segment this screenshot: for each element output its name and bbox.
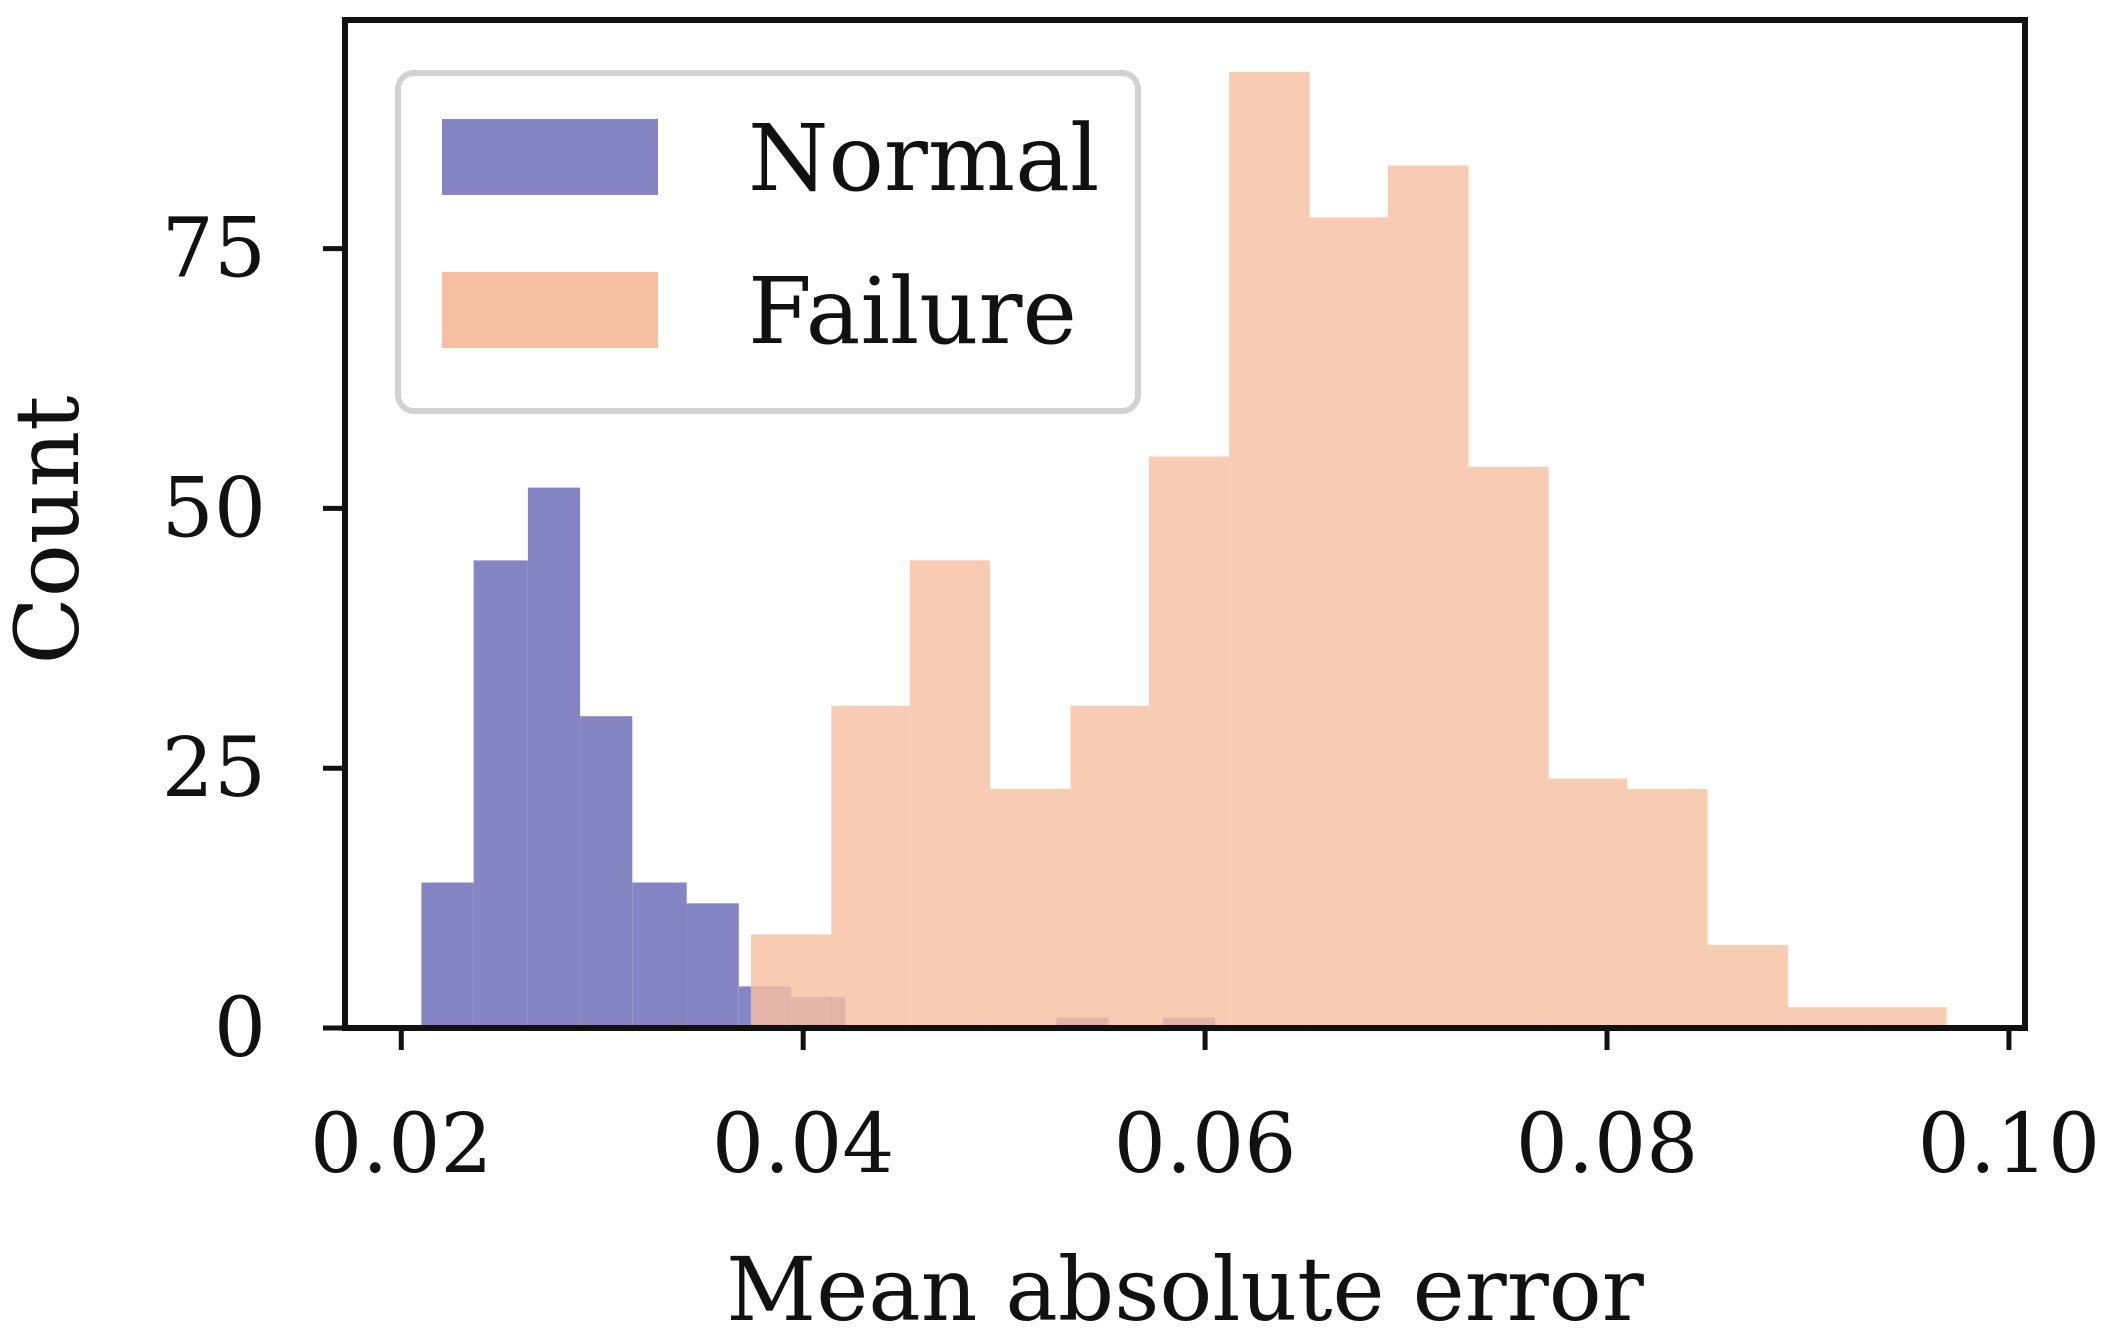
legend-swatch-failure xyxy=(442,272,658,348)
failure-bar-1 xyxy=(831,705,910,1028)
failure-bar-9 xyxy=(1468,466,1549,1028)
normal-bar-1 xyxy=(473,560,528,1028)
y-tick-label-2: 50 xyxy=(162,461,266,556)
failure-bar-10 xyxy=(1548,778,1628,1028)
failure-bar-3 xyxy=(990,789,1071,1028)
failure-bar-14 xyxy=(1866,1007,1947,1028)
failure-bar-7 xyxy=(1309,217,1388,1028)
x-tick-label-1: 0.04 xyxy=(712,1097,895,1192)
failure-bar-5 xyxy=(1148,456,1230,1028)
plot-area xyxy=(342,17,2028,1031)
x-tick-label-4: 0.10 xyxy=(1918,1097,2101,1192)
y-axis-title: Count xyxy=(0,395,99,664)
legend: Normal Failure xyxy=(395,70,1141,414)
x-axis-title: Mean absolute error xyxy=(726,1238,1645,1338)
normal-bar-5 xyxy=(686,903,739,1028)
y-tick-label-0: 0 xyxy=(214,981,266,1076)
x-axis-ticks: 0.02 0.04 0.06 0.08 0.10 xyxy=(310,1028,2100,1192)
legend-label-normal: Normal xyxy=(748,105,1099,212)
x-tick-label-3: 0.08 xyxy=(1516,1097,1699,1192)
x-tick-label-2: 0.06 xyxy=(1114,1097,1297,1192)
failure-bar-6 xyxy=(1229,72,1310,1028)
normal-bar-3 xyxy=(580,716,633,1028)
normal-bar-0 xyxy=(421,882,474,1028)
y-axis-ticks: 0 25 50 75 xyxy=(162,202,345,1076)
axes-frame xyxy=(342,17,2028,1031)
y-tick-label-1: 25 xyxy=(162,721,266,816)
failure-series-bars xyxy=(750,72,1947,1028)
normal-bar-4 xyxy=(632,882,687,1028)
failure-bar-4 xyxy=(1070,705,1149,1028)
legend-label-failure: Failure xyxy=(748,258,1077,365)
failure-bar-0 xyxy=(750,934,832,1028)
failure-bar-12 xyxy=(1707,944,1788,1028)
failure-bar-13 xyxy=(1787,1007,1867,1028)
x-tick-label-0: 0.02 xyxy=(310,1097,493,1192)
failure-bar-8 xyxy=(1388,165,1469,1028)
normal-bar-2 xyxy=(527,487,581,1029)
failure-bar-2 xyxy=(909,560,991,1028)
legend-swatch-normal xyxy=(442,119,658,195)
y-tick-label-3: 75 xyxy=(162,202,266,297)
failure-bar-11 xyxy=(1627,789,1708,1028)
